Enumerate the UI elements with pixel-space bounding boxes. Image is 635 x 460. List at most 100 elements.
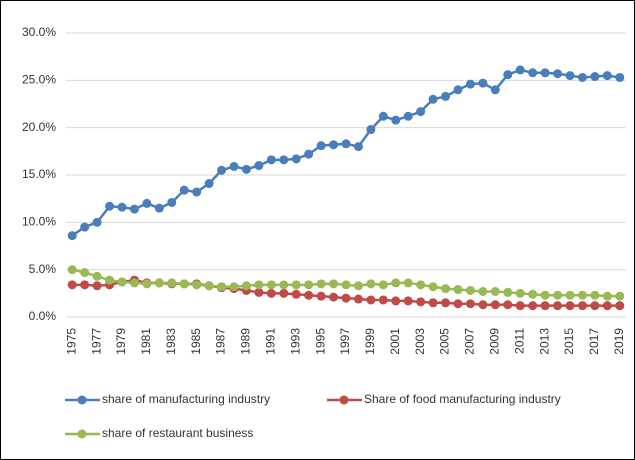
legend-label: share of restaurant business: [102, 426, 253, 440]
point: [291, 154, 301, 164]
point: [453, 285, 463, 295]
point: [490, 85, 500, 95]
point: [602, 71, 612, 81]
point: [503, 287, 513, 297]
point: [105, 275, 115, 285]
point: [515, 301, 525, 311]
point: [515, 65, 525, 75]
point: [167, 197, 177, 207]
point: [316, 291, 326, 301]
point: [577, 72, 587, 82]
point: [154, 203, 164, 213]
point: [615, 301, 625, 311]
point: [229, 161, 239, 171]
y-tick-label: 5.0%: [29, 262, 57, 276]
point: [291, 289, 301, 299]
point: [266, 280, 276, 290]
point: [428, 94, 438, 104]
point: [416, 107, 426, 117]
point: [266, 155, 276, 165]
point: [540, 68, 550, 78]
point: [304, 149, 314, 159]
point: [92, 217, 102, 227]
point: [528, 301, 538, 311]
y-tick-label: 30.0%: [22, 25, 56, 39]
point: [590, 301, 600, 311]
point: [279, 155, 289, 165]
point: [304, 280, 314, 290]
point: [565, 290, 575, 300]
point: [105, 201, 115, 211]
x-tick-label: 2003: [413, 328, 427, 355]
point: [391, 115, 401, 125]
point: [353, 142, 363, 152]
y-tick-label: 15.0%: [22, 167, 56, 181]
point: [304, 290, 314, 300]
point: [503, 70, 513, 80]
y-tick-label: 25.0%: [22, 73, 56, 87]
point: [441, 284, 451, 294]
point: [478, 78, 488, 88]
point: [553, 290, 563, 300]
point: [254, 287, 264, 297]
x-tick-label: 1993: [288, 328, 302, 355]
point: [366, 279, 376, 289]
point: [279, 280, 289, 290]
point: [403, 296, 413, 306]
x-tick-label: 1997: [338, 328, 352, 355]
point: [553, 69, 563, 79]
point: [316, 279, 326, 289]
point: [540, 301, 550, 311]
y-tick-label: 20.0%: [22, 120, 56, 134]
point: [577, 301, 587, 311]
point: [441, 91, 451, 101]
point: [67, 280, 77, 290]
point: [167, 278, 177, 288]
legend-marker: [77, 429, 87, 439]
point: [179, 279, 189, 289]
point: [453, 85, 463, 95]
x-tick-label: 2009: [488, 328, 502, 355]
point: [378, 280, 388, 290]
point: [129, 278, 139, 288]
point: [428, 282, 438, 292]
point: [391, 278, 401, 288]
point: [117, 202, 127, 212]
point: [353, 281, 363, 291]
x-tick-label: 1989: [239, 328, 253, 355]
point: [129, 204, 139, 214]
point: [515, 288, 525, 298]
point: [341, 293, 351, 303]
point: [179, 185, 189, 195]
x-tick-label: 1987: [214, 328, 228, 355]
point: [553, 301, 563, 311]
x-tick-label: 1995: [313, 328, 327, 355]
point: [490, 300, 500, 310]
x-tick-label: 1977: [89, 328, 103, 355]
point: [428, 298, 438, 308]
point: [403, 111, 413, 121]
point: [192, 280, 202, 290]
point: [117, 277, 127, 287]
point: [291, 280, 301, 290]
x-tick-label: 1991: [264, 328, 278, 355]
point: [329, 279, 339, 289]
point: [329, 140, 339, 150]
point: [602, 291, 612, 301]
point: [490, 286, 500, 296]
point: [366, 125, 376, 135]
point: [378, 111, 388, 121]
point: [590, 72, 600, 82]
point: [254, 280, 264, 290]
point: [92, 271, 102, 281]
legend-marker: [339, 395, 349, 405]
point: [80, 222, 90, 232]
y-tick-label: 10.0%: [22, 215, 56, 229]
point: [217, 165, 227, 175]
point: [229, 282, 239, 292]
x-tick-label: 2017: [587, 328, 601, 355]
point: [441, 298, 451, 308]
point: [602, 301, 612, 311]
point: [528, 289, 538, 299]
